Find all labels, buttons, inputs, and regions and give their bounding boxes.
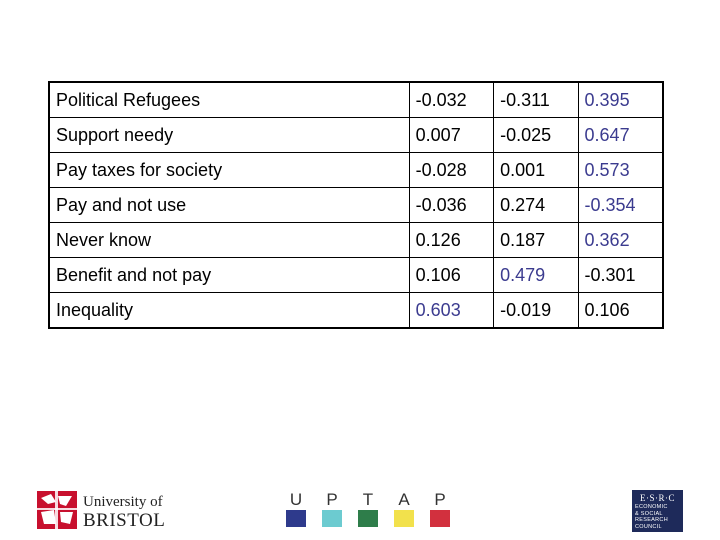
table-row: Pay and not use -0.036 0.274 -0.354 xyxy=(48,187,664,223)
row-label: Benefit and not pay xyxy=(48,257,410,293)
table-row: Political Refugees -0.032 -0.311 0.395 xyxy=(48,81,664,118)
loading-value: -0.025 xyxy=(493,117,579,153)
loading-value: 0.106 xyxy=(408,257,495,293)
uptap-color-square xyxy=(430,510,450,527)
table-row: Never know 0.126 0.187 0.362 xyxy=(48,222,664,258)
loading-value: 0.603 xyxy=(408,292,495,329)
bristol-logo-line1: University of xyxy=(83,494,163,510)
row-label: Inequality xyxy=(48,292,410,329)
esrc-line: COUNCIL xyxy=(635,523,662,530)
esrc-line: ECONOMIC xyxy=(635,504,668,510)
loading-value: -0.019 xyxy=(493,292,579,329)
esrc-council-text: ECONOMIC & SOCIAL RESEARCH COUNCIL xyxy=(635,504,680,530)
esrc-title: E·S·R·C xyxy=(640,493,675,503)
row-label: Pay taxes for society xyxy=(48,152,410,188)
university-of-bristol-logo: University of BRISTOL xyxy=(36,490,176,532)
bristol-logo-line2: BRISTOL xyxy=(83,510,166,531)
loading-value: 0.007 xyxy=(408,117,495,153)
esrc-line: RESEARCH xyxy=(635,517,668,523)
loading-value: 0.187 xyxy=(493,222,579,258)
loading-value: 0.106 xyxy=(577,292,664,329)
loading-value: 0.647 xyxy=(577,117,664,153)
uptap-color-square xyxy=(322,510,342,527)
table-row: Pay taxes for society -0.028 0.001 0.573 xyxy=(48,152,664,188)
uptap-color-square xyxy=(394,510,414,527)
loading-value: -0.354 xyxy=(577,187,664,223)
uptap-letter: A xyxy=(398,490,410,509)
uptap-letter: P xyxy=(326,490,338,509)
esrc-line: & SOCIAL xyxy=(635,510,663,517)
row-label: Support needy xyxy=(48,117,410,153)
loading-value: -0.311 xyxy=(493,81,579,118)
loading-value: 0.274 xyxy=(493,187,579,223)
uptap-letter: P xyxy=(434,490,446,509)
loading-value: 0.395 xyxy=(577,81,664,118)
loading-value: -0.032 xyxy=(408,81,495,118)
uptap-color-square xyxy=(358,510,378,527)
loading-value: 0.479 xyxy=(493,257,579,293)
loading-value: 0.126 xyxy=(408,222,495,258)
loading-value: 0.573 xyxy=(577,152,664,188)
loading-value: -0.301 xyxy=(577,257,664,293)
uptap-color-square xyxy=(286,510,306,527)
table-row: Support needy 0.007 -0.025 0.647 xyxy=(48,117,664,153)
row-label: Never know xyxy=(48,222,410,258)
uptap-letter: T xyxy=(362,490,374,509)
bristol-crest-icon xyxy=(37,491,77,529)
row-label: Political Refugees xyxy=(48,81,410,118)
table-row: Benefit and not pay 0.106 0.479 -0.301 xyxy=(48,257,664,293)
loading-value: 0.001 xyxy=(493,152,579,188)
factor-loadings-table: Political Refugees -0.032 -0.311 0.395 Suppo… xyxy=(48,81,664,329)
table-row: Inequality 0.603 -0.019 0.106 xyxy=(48,292,664,329)
loading-value: 0.362 xyxy=(577,222,664,258)
uptap-letter: U xyxy=(289,490,303,509)
loading-value: -0.036 xyxy=(408,187,495,223)
esrc-logo: E·S·R·C ECONOMIC & SOCIAL RESEARCH COUNC… xyxy=(632,490,683,532)
loading-value: -0.028 xyxy=(408,152,495,188)
row-label: Pay and not use xyxy=(48,187,410,223)
